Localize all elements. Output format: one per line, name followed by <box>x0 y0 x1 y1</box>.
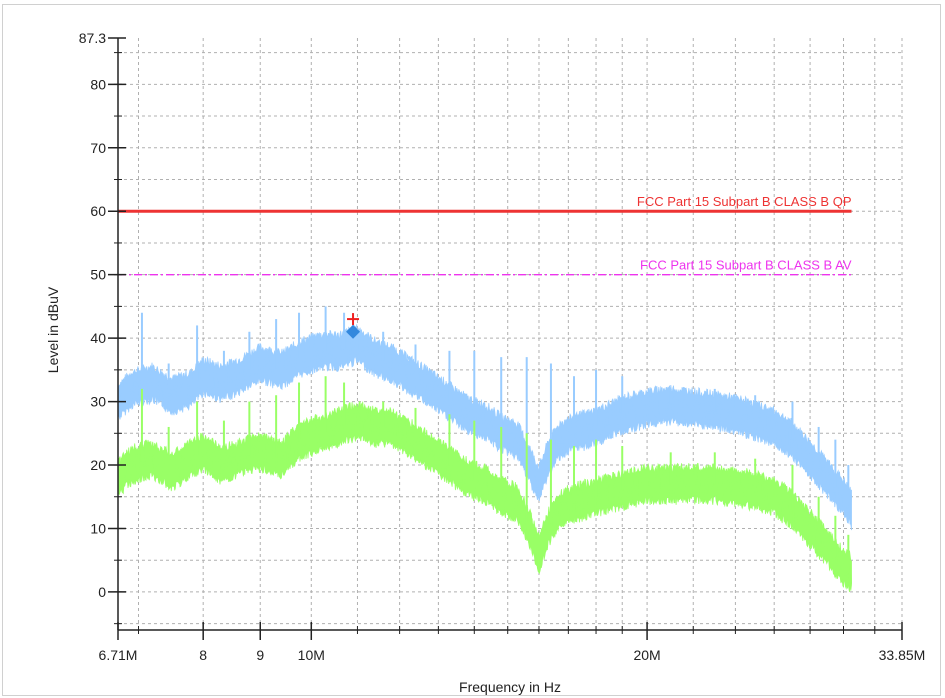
x-tick-label: 33.85M <box>879 647 926 663</box>
y-tick-label: 87.3 <box>79 30 106 46</box>
y-tick-label: 70 <box>90 140 106 156</box>
x-tick-label: 10M <box>298 647 325 663</box>
series-band <box>117 324 852 531</box>
y-tick-label: 10 <box>90 520 106 536</box>
x-tick-label: 20M <box>633 647 660 663</box>
series-1 <box>117 306 852 531</box>
y-axis-label: Level in dBuV <box>45 286 61 373</box>
limit-line-2: FCC Part 15 Subpart B CLASS B AV <box>118 258 852 276</box>
marker-cross <box>347 313 360 326</box>
y-tick-label: 80 <box>90 76 106 92</box>
x-tick-label: 9 <box>256 647 264 663</box>
y-tick-label: 50 <box>90 267 106 283</box>
y-tick-label: 40 <box>90 330 106 346</box>
limit-line-label: FCC Part 15 Subpart B CLASS B QP <box>637 194 852 209</box>
y-tick-label: 20 <box>90 457 106 473</box>
marker-diamond <box>346 324 361 339</box>
series-noise <box>117 403 852 589</box>
y-tick-label: 60 <box>90 203 106 219</box>
series-noise <box>117 329 852 525</box>
y-tick-label: 0 <box>98 584 106 600</box>
limit-line-label: FCC Part 15 Subpart B CLASS B AV <box>640 258 852 273</box>
grid-lines <box>117 38 903 630</box>
chart-frame <box>2 4 941 696</box>
series-2 <box>117 376 852 593</box>
x-axis-label: Frequency in Hz <box>459 679 561 695</box>
limit-line-1: FCC Part 15 Subpart B CLASS B QP <box>118 194 852 213</box>
axes: 87.3 80 70 60 50 40 30 20 10 0 6.71M 8 9 10M 20M 33.85M <box>79 30 926 663</box>
x-tick-label: 8 <box>199 647 207 663</box>
y-tick-label: 30 <box>90 394 106 410</box>
x-tick-label: 6.71M <box>99 647 138 663</box>
